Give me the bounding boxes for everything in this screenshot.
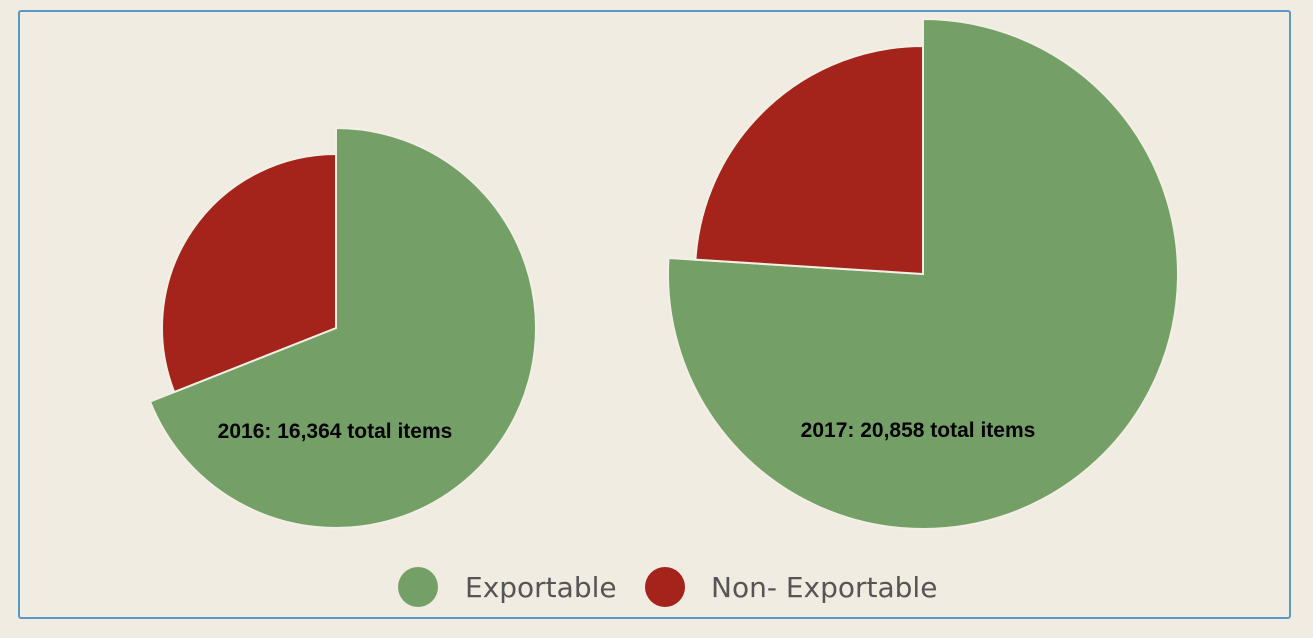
pie-2016-slice-exportable xyxy=(148,126,537,529)
pie-2016-slice-non-exportable xyxy=(161,152,337,394)
legend-marker-exportable xyxy=(398,567,438,607)
legend-label-non-exportable: Non- Exportable xyxy=(711,571,937,604)
legend-marker-non-exportable xyxy=(645,567,685,607)
pie-2017 xyxy=(667,17,1179,530)
pie-2016-label: 2016: 16,364 total items xyxy=(218,420,453,443)
pie-2017-slice-non-exportable xyxy=(694,44,924,276)
legend-label-exportable: Exportable xyxy=(465,571,617,604)
pie-2017-slice-exportable xyxy=(667,17,1179,530)
pie-2016 xyxy=(148,126,537,529)
pie-2017-label: 2017: 20,858 total items xyxy=(801,419,1036,442)
legend: Exportable Non- Exportable xyxy=(398,567,937,607)
